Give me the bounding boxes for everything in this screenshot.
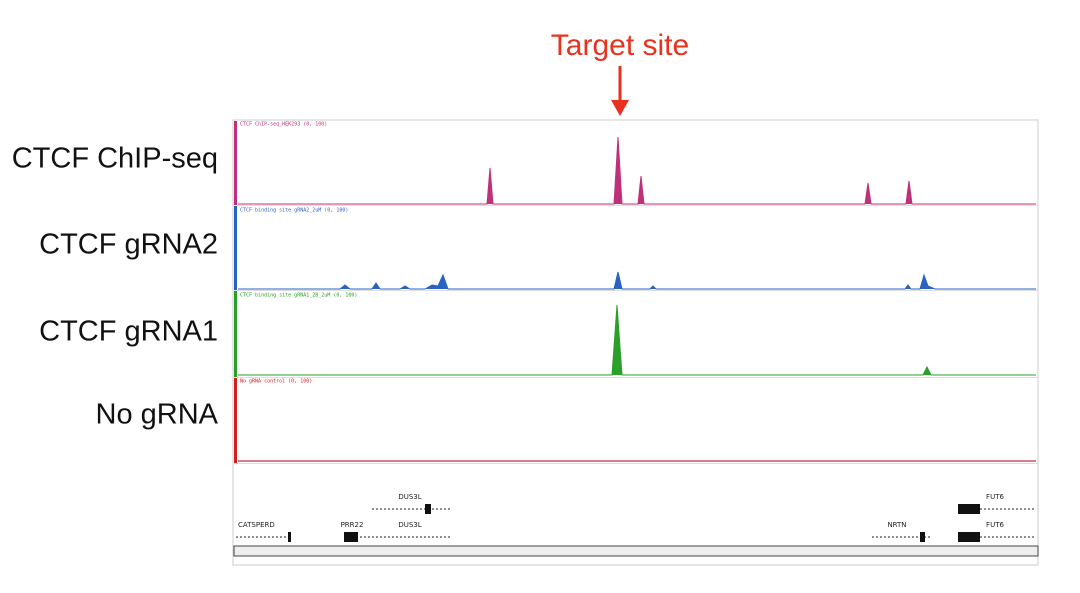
track-label: CTCF ChIP-seq	[12, 143, 218, 175]
track-caption: CTCF binding site gRNA2_2uM (0, 100)	[240, 208, 348, 214]
gene-name: DUS3L	[398, 493, 421, 501]
track-caption: No gRNA control (0, 100)	[240, 379, 312, 385]
signal	[238, 304, 1036, 376]
track-bar	[234, 121, 237, 205]
track-bar	[234, 291, 237, 377]
gene-models	[236, 504, 1036, 542]
title: Target site	[551, 29, 689, 62]
gene-name: FUT6	[986, 521, 1004, 529]
track-bar	[234, 378, 237, 463]
track-label: No gRNA	[96, 399, 219, 431]
track-label: CTCF gRNA1	[39, 316, 218, 348]
gene-name: PRR22	[341, 521, 364, 529]
ruler	[233, 545, 1039, 557]
arrow-head	[611, 100, 629, 116]
track-label: CTCF gRNA2	[39, 229, 218, 261]
gene-name: NRTN	[887, 521, 906, 529]
signal	[238, 136, 1036, 205]
gene-name: DUS3L	[398, 521, 421, 529]
track-caption: CTCF ChIP-seq_HEK293 (0, 100)	[240, 122, 327, 128]
browser-panel	[232, 119, 1039, 566]
track-caption: CTCF binding site gRNA1_2B_2uM (0, 100)	[240, 293, 357, 299]
signal	[238, 271, 1036, 290]
track-bar	[234, 206, 237, 290]
gene-name: CATSPERD	[238, 521, 275, 529]
gene-name: FUT6	[986, 493, 1004, 501]
